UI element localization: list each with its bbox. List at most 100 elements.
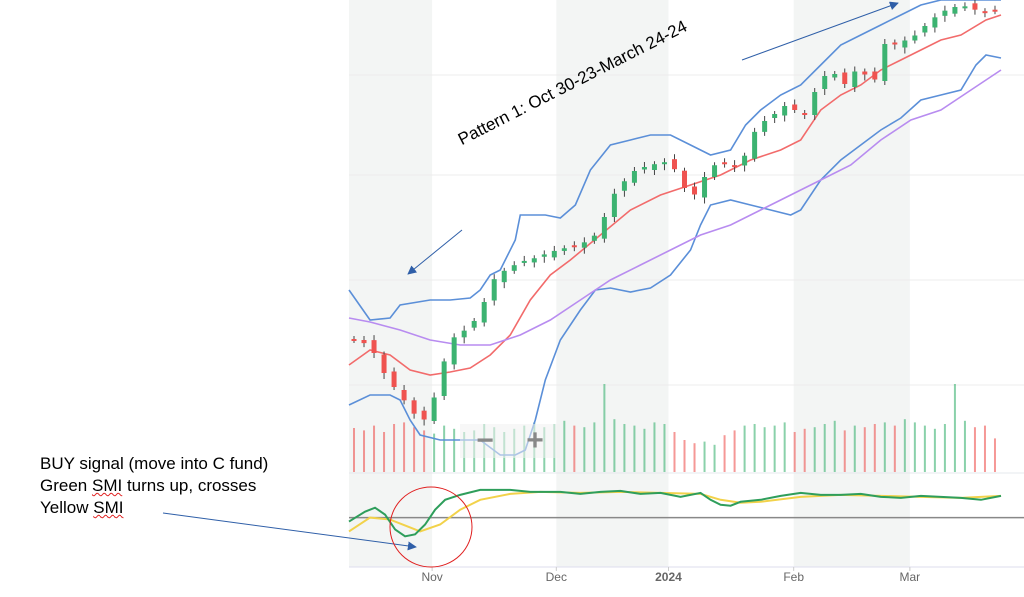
candle-body	[541, 254, 547, 257]
candle-body	[481, 302, 487, 323]
candle-body	[611, 193, 617, 217]
line-smi	[348, 488, 1002, 538]
buy-signal-note: BUY signal (move into C fund) Green SMI …	[40, 453, 268, 519]
volume-bar	[583, 427, 586, 472]
candle-body	[982, 11, 988, 14]
indicator-lines	[348, 0, 1002, 456]
candle-body	[872, 71, 878, 80]
candle-body	[601, 217, 607, 239]
zoom-controls: − +	[460, 424, 560, 458]
line-lower-bollinger-band	[348, 54, 1002, 456]
candle-body	[922, 26, 928, 33]
volume-bar	[723, 435, 726, 472]
line-upper-bollinger-band	[348, 0, 1002, 321]
buy-note-text: SMI	[91, 476, 123, 495]
volume-bar	[573, 425, 576, 472]
x-tick-label: Mar	[900, 570, 921, 584]
volume-bar	[733, 430, 736, 472]
candle-body	[832, 74, 838, 78]
candle-body	[461, 330, 467, 338]
volume-bar	[623, 424, 626, 472]
candle-body	[411, 400, 417, 414]
volume-bar	[893, 425, 896, 472]
volume-bar	[693, 443, 696, 472]
candle-body	[702, 177, 708, 198]
volume-bar	[443, 425, 446, 472]
gridlines	[349, 74, 1024, 568]
candle-body	[621, 181, 627, 191]
candle-body	[441, 361, 447, 396]
volume-bar	[953, 384, 956, 472]
volume-bar	[943, 424, 946, 472]
volume-bar	[563, 420, 566, 472]
buy-signal-arrow	[162, 512, 417, 551]
zoom-out-button[interactable]: −	[476, 424, 494, 457]
annotations-overlay	[162, 1, 899, 568]
candle-body	[581, 242, 587, 248]
candle-body	[451, 337, 457, 365]
candle-body	[501, 270, 507, 283]
candle-body	[812, 92, 818, 115]
volume-bar	[603, 384, 606, 472]
volume-bar	[853, 425, 856, 472]
volume-bar	[613, 419, 616, 472]
candle-body	[972, 3, 978, 10]
candle-body	[371, 340, 377, 353]
buy-note-line3: Yellow SMI	[40, 497, 268, 519]
volume-bar	[773, 425, 776, 472]
candle-body	[401, 390, 407, 401]
volume-bar	[353, 428, 355, 472]
candle-body	[391, 371, 397, 387]
volume-bar	[873, 424, 876, 472]
volume-bar	[713, 444, 716, 472]
volume-bar	[643, 428, 646, 472]
candle-body	[682, 170, 688, 188]
candle-body	[421, 410, 427, 420]
candle-body	[471, 321, 477, 328]
candle-body	[932, 17, 938, 28]
candle-body	[792, 104, 798, 110]
volume-bar	[433, 433, 436, 472]
candle-body	[802, 113, 808, 115]
volume-bar	[423, 430, 426, 472]
candle-body	[892, 42, 898, 45]
volume-bar	[453, 428, 456, 472]
candle-body	[842, 72, 848, 84]
candle-body	[992, 9, 998, 12]
buy-note-text: SMI	[93, 498, 124, 517]
candle-body	[692, 186, 698, 195]
volume-bar	[923, 425, 926, 472]
candle-body	[902, 40, 908, 48]
volume-bar	[753, 424, 756, 472]
volume-bar	[373, 425, 376, 472]
candle-body	[762, 121, 768, 132]
candle-body	[952, 7, 958, 14]
volume-bar	[913, 422, 916, 472]
candle-body	[551, 250, 557, 258]
candle-body	[511, 265, 517, 271]
candle-body	[752, 131, 758, 159]
candle-body	[962, 6, 968, 9]
volume-bar	[933, 428, 936, 472]
candle-body	[521, 260, 527, 263]
volume-bar	[983, 425, 986, 472]
candle-body	[661, 162, 667, 165]
candle-body	[862, 71, 868, 75]
candle-body	[722, 162, 728, 165]
pattern-arrow-left	[407, 229, 463, 275]
volume-bar	[363, 430, 366, 472]
candle-body	[942, 10, 948, 16]
zoom-in-button[interactable]: +	[526, 424, 544, 457]
buy-signal-circle	[389, 486, 473, 568]
candle-body	[822, 76, 828, 89]
x-axis-ticks: Nov Dec 2024 Feb Mar	[421, 567, 920, 584]
volume-bar	[823, 424, 826, 472]
volume-bar	[843, 430, 846, 472]
volume-bar	[803, 428, 806, 472]
candlesticks	[351, 0, 998, 426]
candle-body	[732, 165, 738, 168]
candle-body	[591, 235, 597, 241]
volume-bar	[653, 422, 656, 472]
pattern-arrow-right	[741, 1, 899, 61]
buy-note-line2: Green SMI turns up, crosses	[40, 475, 268, 497]
